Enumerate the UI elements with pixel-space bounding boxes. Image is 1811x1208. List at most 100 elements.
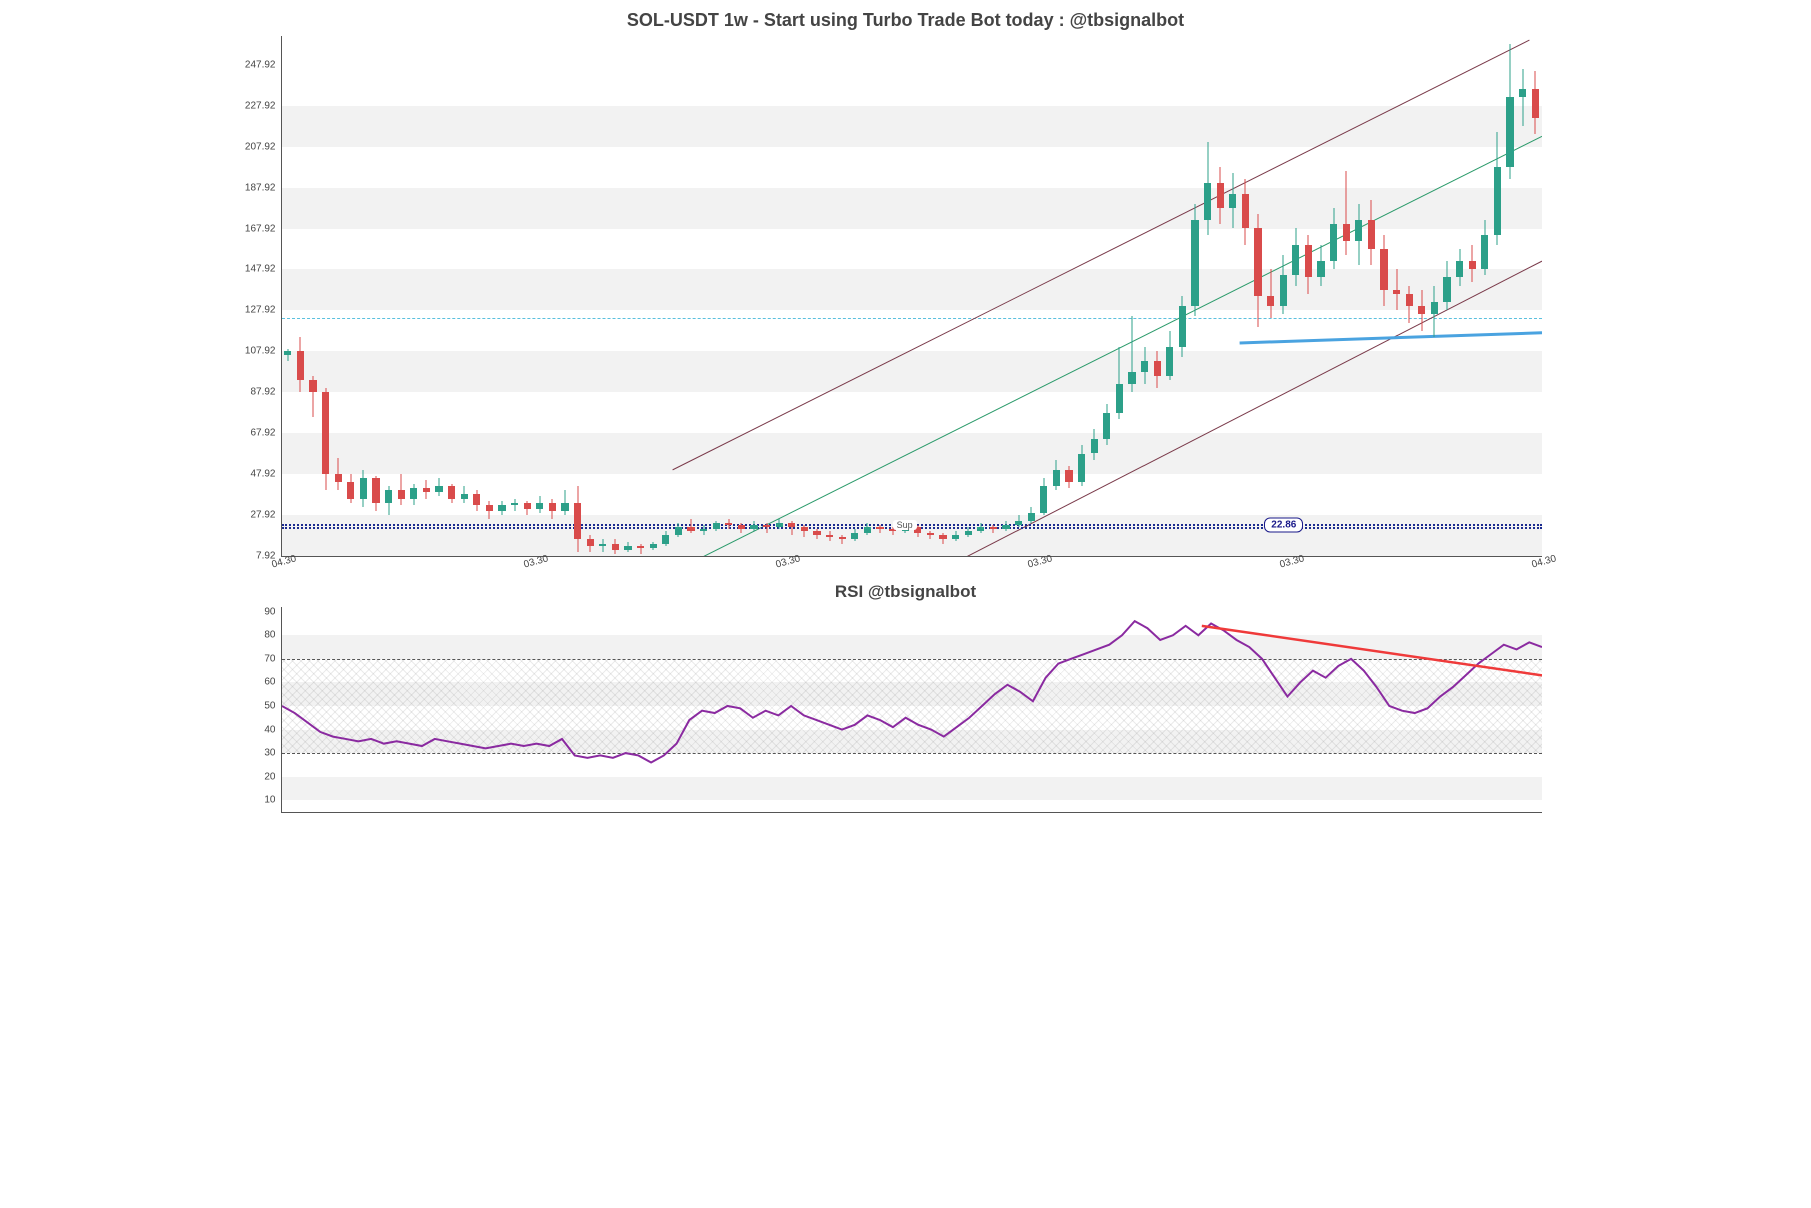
- candle-body: [952, 535, 959, 539]
- candle: [486, 36, 493, 556]
- candle-body: [410, 488, 417, 498]
- candle-body: [524, 503, 531, 509]
- y-axis-label: 90: [264, 606, 281, 617]
- candle: [1141, 36, 1148, 556]
- candle-body: [1179, 306, 1186, 347]
- candle: [637, 36, 644, 556]
- candle: [612, 36, 619, 556]
- candle: [788, 36, 795, 556]
- candle-body: [1217, 183, 1224, 208]
- grid-band: [282, 777, 1542, 801]
- sup-label: Sup: [893, 520, 917, 530]
- candle: [1116, 36, 1123, 556]
- candle: [423, 36, 430, 556]
- candle-body: [1519, 89, 1526, 97]
- candle: [1053, 36, 1060, 556]
- candle: [1040, 36, 1047, 556]
- candle: [624, 36, 631, 556]
- candle: [1179, 36, 1186, 556]
- candle: [322, 36, 329, 556]
- candle-body: [297, 351, 304, 380]
- candle: [461, 36, 468, 556]
- candle: [1393, 36, 1400, 556]
- candle: [801, 36, 808, 556]
- candle-body: [561, 503, 568, 511]
- candle: [372, 36, 379, 556]
- candle-body: [1469, 261, 1476, 269]
- candle: [1292, 36, 1299, 556]
- candle-body: [486, 505, 493, 511]
- candle: [914, 36, 921, 556]
- candle-body: [1103, 413, 1110, 440]
- y-axis-label: 247.92: [245, 59, 282, 70]
- candle-body: [1343, 224, 1350, 240]
- candle-wick: [1346, 171, 1347, 255]
- candle: [1418, 36, 1425, 556]
- candle: [902, 36, 909, 556]
- candle-body: [398, 490, 405, 498]
- candle: [1494, 36, 1501, 556]
- candle-body: [335, 474, 342, 482]
- candle-body: [1191, 220, 1198, 306]
- candle-body: [1015, 521, 1022, 525]
- candle-body: [801, 527, 808, 531]
- candle: [977, 36, 984, 556]
- candle: [1380, 36, 1387, 556]
- candle-body: [1204, 183, 1211, 220]
- y-axis-label: 60: [264, 677, 281, 688]
- candle: [713, 36, 720, 556]
- rsi-chart-title: RSI @tbsignalbot: [236, 582, 1576, 602]
- candle: [650, 36, 657, 556]
- candle: [1506, 36, 1513, 556]
- candle-body: [309, 380, 316, 392]
- candle: [1204, 36, 1211, 556]
- candle: [939, 36, 946, 556]
- y-axis-label: 47.92: [250, 469, 281, 480]
- y-axis-label: 50: [264, 700, 281, 711]
- candle-body: [1141, 361, 1148, 371]
- candle: [889, 36, 896, 556]
- candle: [1481, 36, 1488, 556]
- candle: [1355, 36, 1362, 556]
- candle-body: [1418, 306, 1425, 314]
- y-axis-label: 30: [264, 748, 281, 759]
- candle-body: [1380, 249, 1387, 290]
- candle: [1317, 36, 1324, 556]
- candle: [335, 36, 342, 556]
- candle-body: [763, 525, 770, 527]
- candle-body: [1154, 361, 1161, 375]
- y-axis-label: 107.92: [245, 346, 282, 357]
- y-axis-label: 227.92: [245, 100, 282, 111]
- candle-body: [939, 535, 946, 539]
- candle: [587, 36, 594, 556]
- candle-body: [876, 527, 883, 529]
- grid-band: [282, 433, 1542, 474]
- candle: [1217, 36, 1224, 556]
- candle-body: [1305, 245, 1312, 278]
- candle-body: [511, 503, 518, 505]
- candle: [763, 36, 770, 556]
- candle-body: [587, 539, 594, 545]
- candle: [1456, 36, 1463, 556]
- rsi-chart: 102030405060708090: [281, 607, 1542, 813]
- candle-body: [624, 546, 631, 550]
- candle: [1267, 36, 1274, 556]
- main-price-chart: 7.9227.9247.9267.9287.92107.92127.92147.…: [281, 36, 1542, 557]
- candle-body: [1494, 167, 1501, 235]
- y-axis-label: 80: [264, 630, 281, 641]
- candle-body: [725, 523, 732, 525]
- candle: [448, 36, 455, 556]
- candle-body: [1506, 97, 1513, 167]
- candle: [599, 36, 606, 556]
- candle-body: [813, 531, 820, 535]
- candle: [1431, 36, 1438, 556]
- candle: [738, 36, 745, 556]
- candle-body: [713, 523, 720, 529]
- candle-wick: [1270, 269, 1271, 318]
- candle-body: [574, 503, 581, 540]
- candle: [284, 36, 291, 556]
- y-axis-label: 207.92: [245, 141, 282, 152]
- candle-body: [826, 535, 833, 537]
- candle-body: [1040, 486, 1047, 513]
- candle-body: [977, 527, 984, 531]
